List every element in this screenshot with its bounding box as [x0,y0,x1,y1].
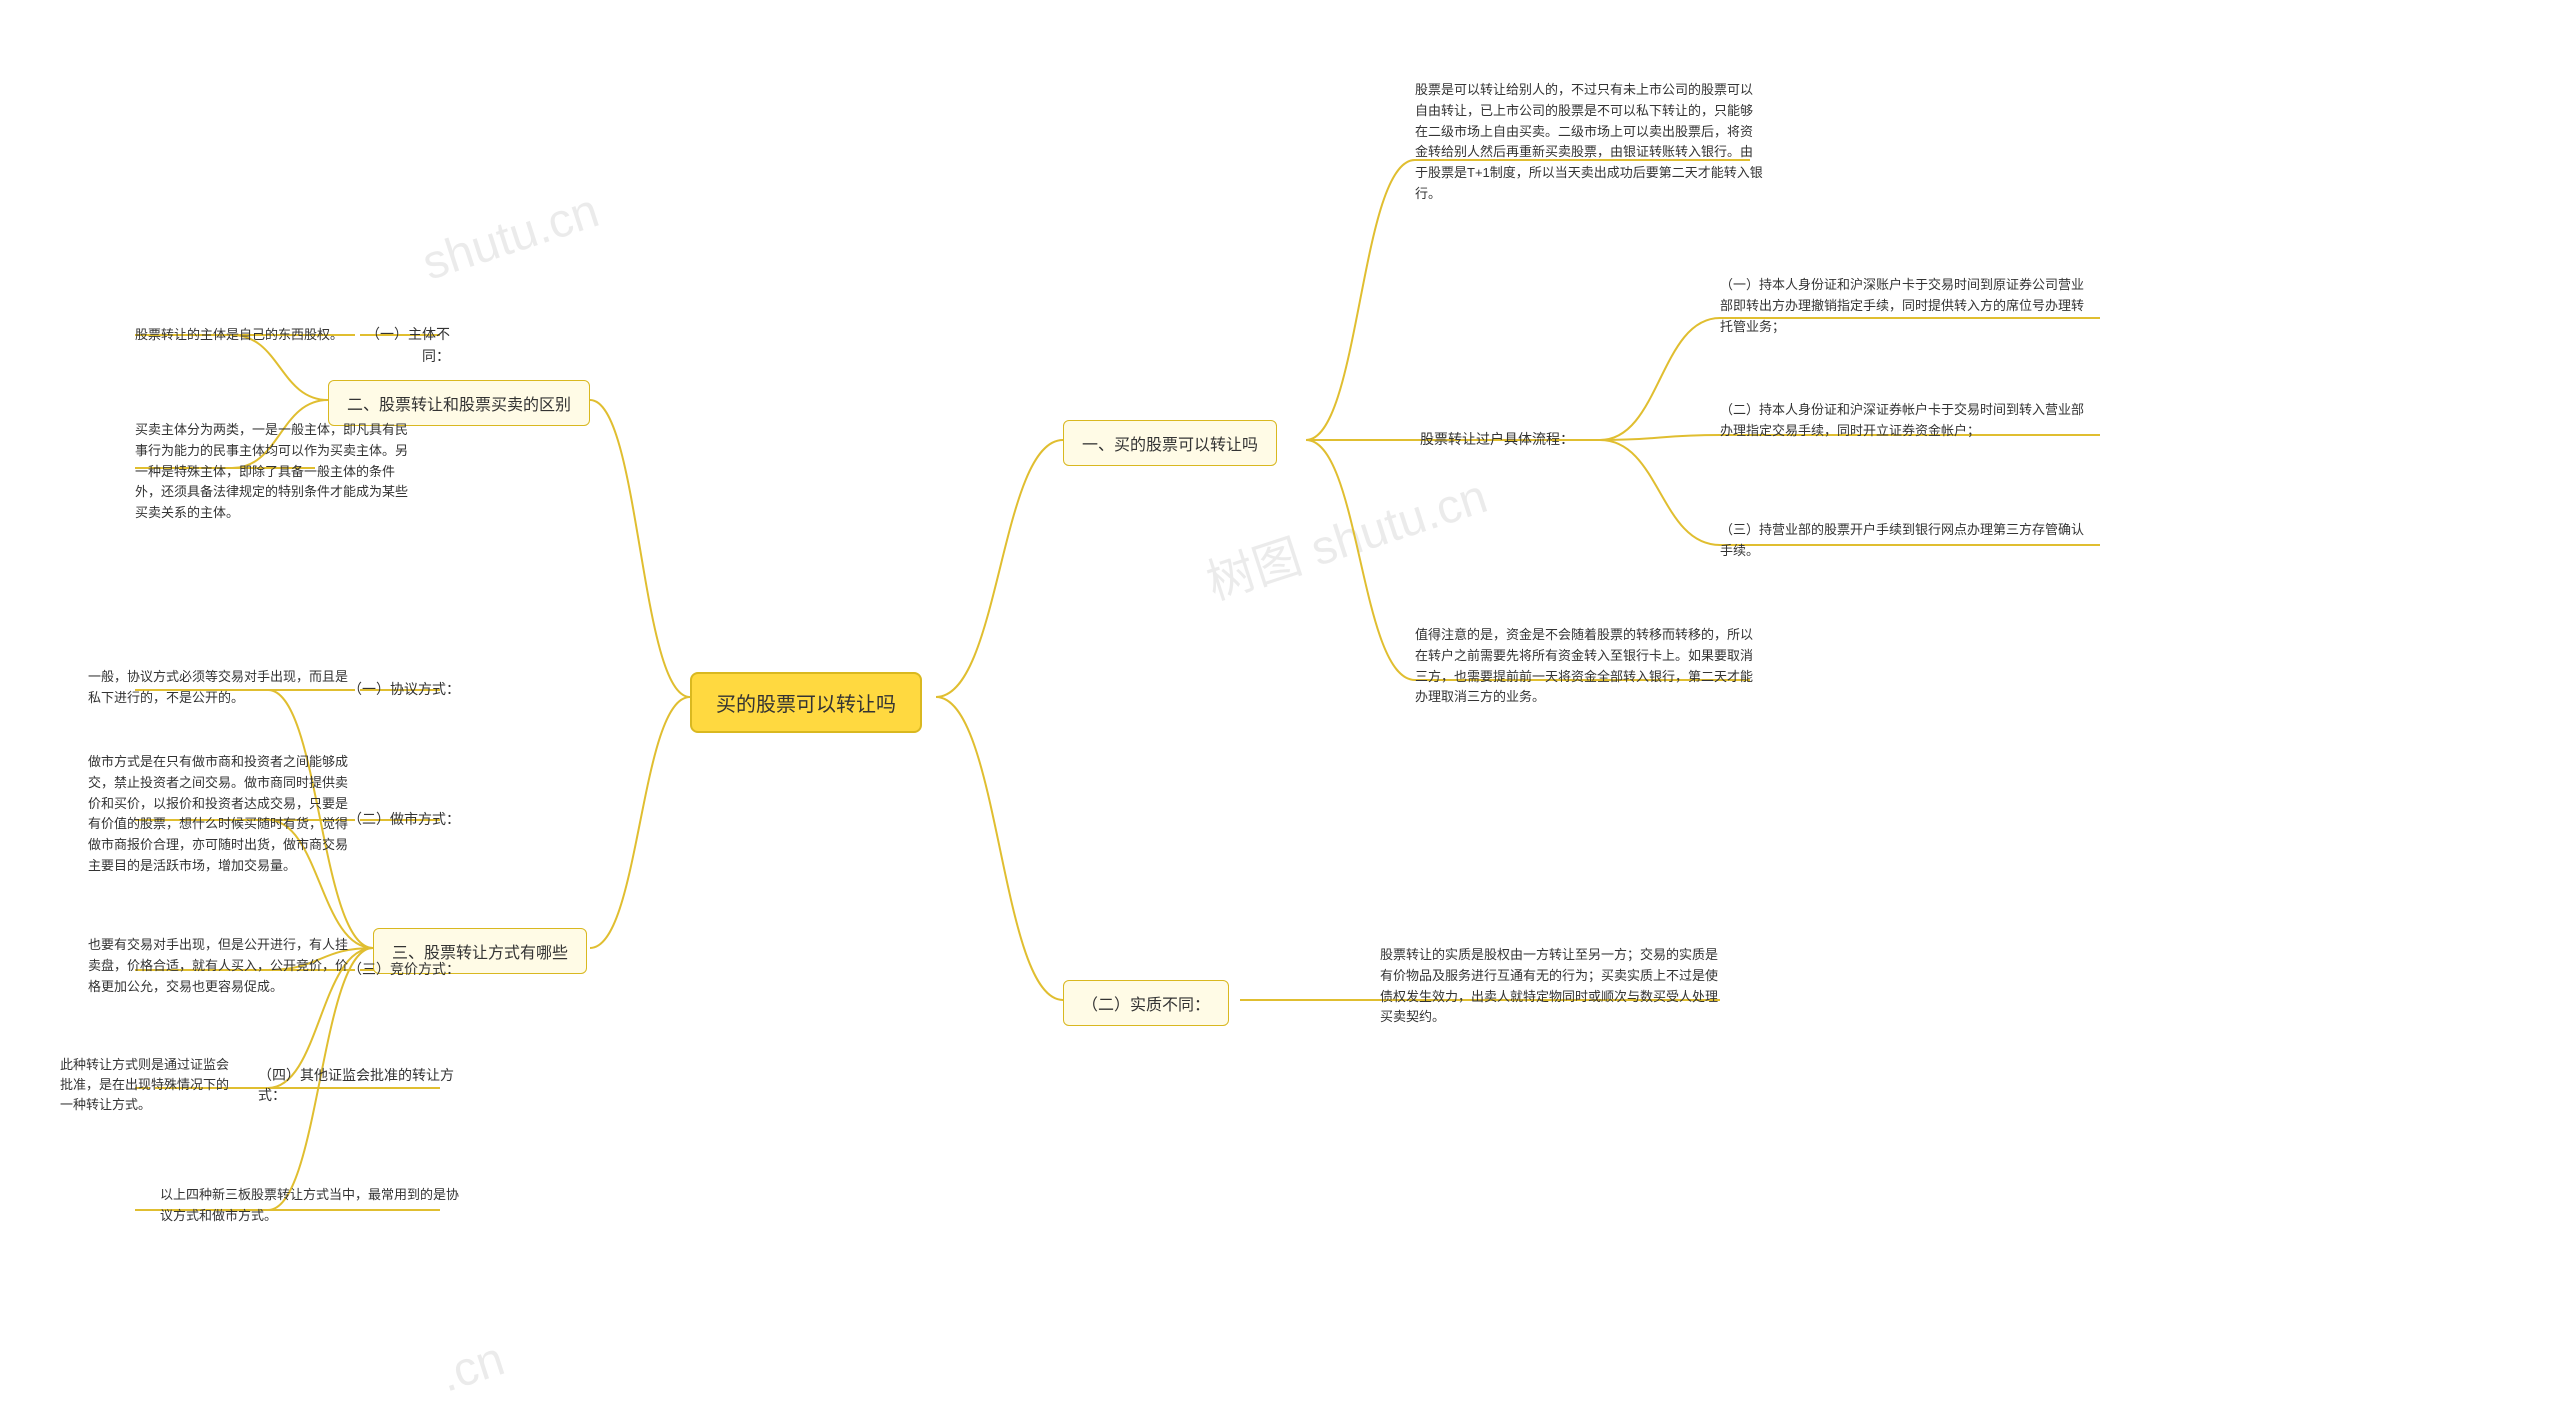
leaf-process-3: （三）持营业部的股票开户手续到银行网点办理第三方存管确认手续。 [1720,520,2085,562]
sub-subject-diff: （一）主体不同： [340,323,450,368]
leaf-method-3: 也要有交易对手出现，但是公开进行，有人挂卖盘，价格合适，就有人买入，公开竞价，价… [88,935,353,997]
sub-method-1: （一）协议方式： [340,678,460,700]
leaf-transfer-desc: 股票是可以转让给别人的，不过只有未上市公司的股票可以自由转让，已上市公司的股票是… [1415,80,1765,205]
leaf-transfer-note: 值得注意的是，资金是不会随着股票的转移而转移的，所以在转户之前需要先将所有资金转… [1415,625,1765,708]
watermark-1: shutu.cn [416,183,606,291]
watermark-2: 树图 shutu.cn [1196,457,1494,613]
leaf-method-1: 一般，协议方式必须等交易对手出现，而且是私下进行的，不是公开的。 [88,667,353,709]
w4-title: （四）其他证监会批准的转让方式： [258,1065,460,1105]
branch-essence-diff: （二）实质不同： [1063,980,1229,1026]
leaf-process-2: （二）持本人身份证和沪深证券帐户卡于交易时间到转入营业部办理指定交易手续，同时开… [1720,400,2085,442]
leaf-method-5: 以上四种新三板股票转让方式当中，最常用到的是协议方式和做市方式。 [160,1185,460,1227]
leaf-subject-diff-2: 买卖主体分为两类，一是一般主体，即凡具有民事行为能力的民事主体均可以作为买卖主体… [135,420,417,524]
leaf-process-1: （一）持本人身份证和沪深账户卡于交易时间到原证券公司营业部即转出方办理撤销指定手… [1720,275,2085,337]
w4: 此种转让方式则是通过证监会批准，是在出现特殊情况下的一种转让方式。 （四）其他证监… [60,1055,460,1115]
watermark-3: .cn [433,1331,511,1403]
leaf-method-2: 做市方式是在只有做市商和投资者之间能够成交，禁止投资者之间交易。做市商同时提供卖… [88,752,353,877]
sub-process-title: 股票转让过户具体流程： [1420,428,1574,450]
leaf-subject-diff-1: 股票转让的主体是自己的东西股权。 [135,325,347,346]
w4-leaf: 此种转让方式则是通过证监会批准，是在出现特殊情况下的一种转让方式。 [60,1055,240,1115]
sub-method-2: （二）做市方式： [340,808,460,830]
leaf-essence-diff: 股票转让的实质是股权由一方转让至另一方；交易的实质是有价物品及服务进行互通有无的… [1380,945,1730,1028]
sub-method-3: （三）竞价方式： [340,958,460,980]
root-node: 买的股票可以转让吗 [690,672,922,733]
branch-can-transfer: 一、买的股票可以转让吗 [1063,420,1277,466]
